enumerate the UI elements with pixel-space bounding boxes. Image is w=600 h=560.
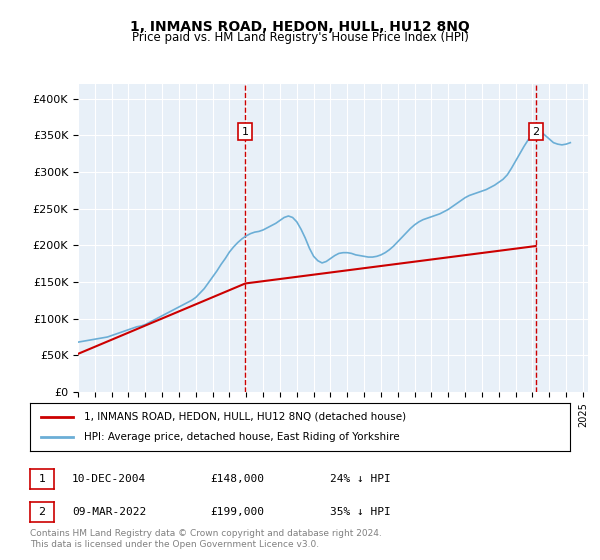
Text: 24% ↓ HPI: 24% ↓ HPI: [330, 474, 391, 484]
Text: Contains HM Land Registry data © Crown copyright and database right 2024.
This d: Contains HM Land Registry data © Crown c…: [30, 529, 382, 549]
Text: £199,000: £199,000: [210, 507, 264, 517]
Text: £148,000: £148,000: [210, 474, 264, 484]
Text: 2: 2: [532, 127, 539, 137]
Text: 1, INMANS ROAD, HEDON, HULL, HU12 8NQ (detached house): 1, INMANS ROAD, HEDON, HULL, HU12 8NQ (d…: [84, 412, 406, 422]
Text: Price paid vs. HM Land Registry's House Price Index (HPI): Price paid vs. HM Land Registry's House …: [131, 31, 469, 44]
Text: 1: 1: [38, 474, 46, 484]
Text: 2: 2: [38, 507, 46, 517]
Text: 1, INMANS ROAD, HEDON, HULL, HU12 8NQ: 1, INMANS ROAD, HEDON, HULL, HU12 8NQ: [130, 20, 470, 34]
Text: 35% ↓ HPI: 35% ↓ HPI: [330, 507, 391, 517]
Text: 09-MAR-2022: 09-MAR-2022: [72, 507, 146, 517]
Text: 10-DEC-2004: 10-DEC-2004: [72, 474, 146, 484]
Text: 1: 1: [242, 127, 249, 137]
Text: HPI: Average price, detached house, East Riding of Yorkshire: HPI: Average price, detached house, East…: [84, 432, 400, 442]
